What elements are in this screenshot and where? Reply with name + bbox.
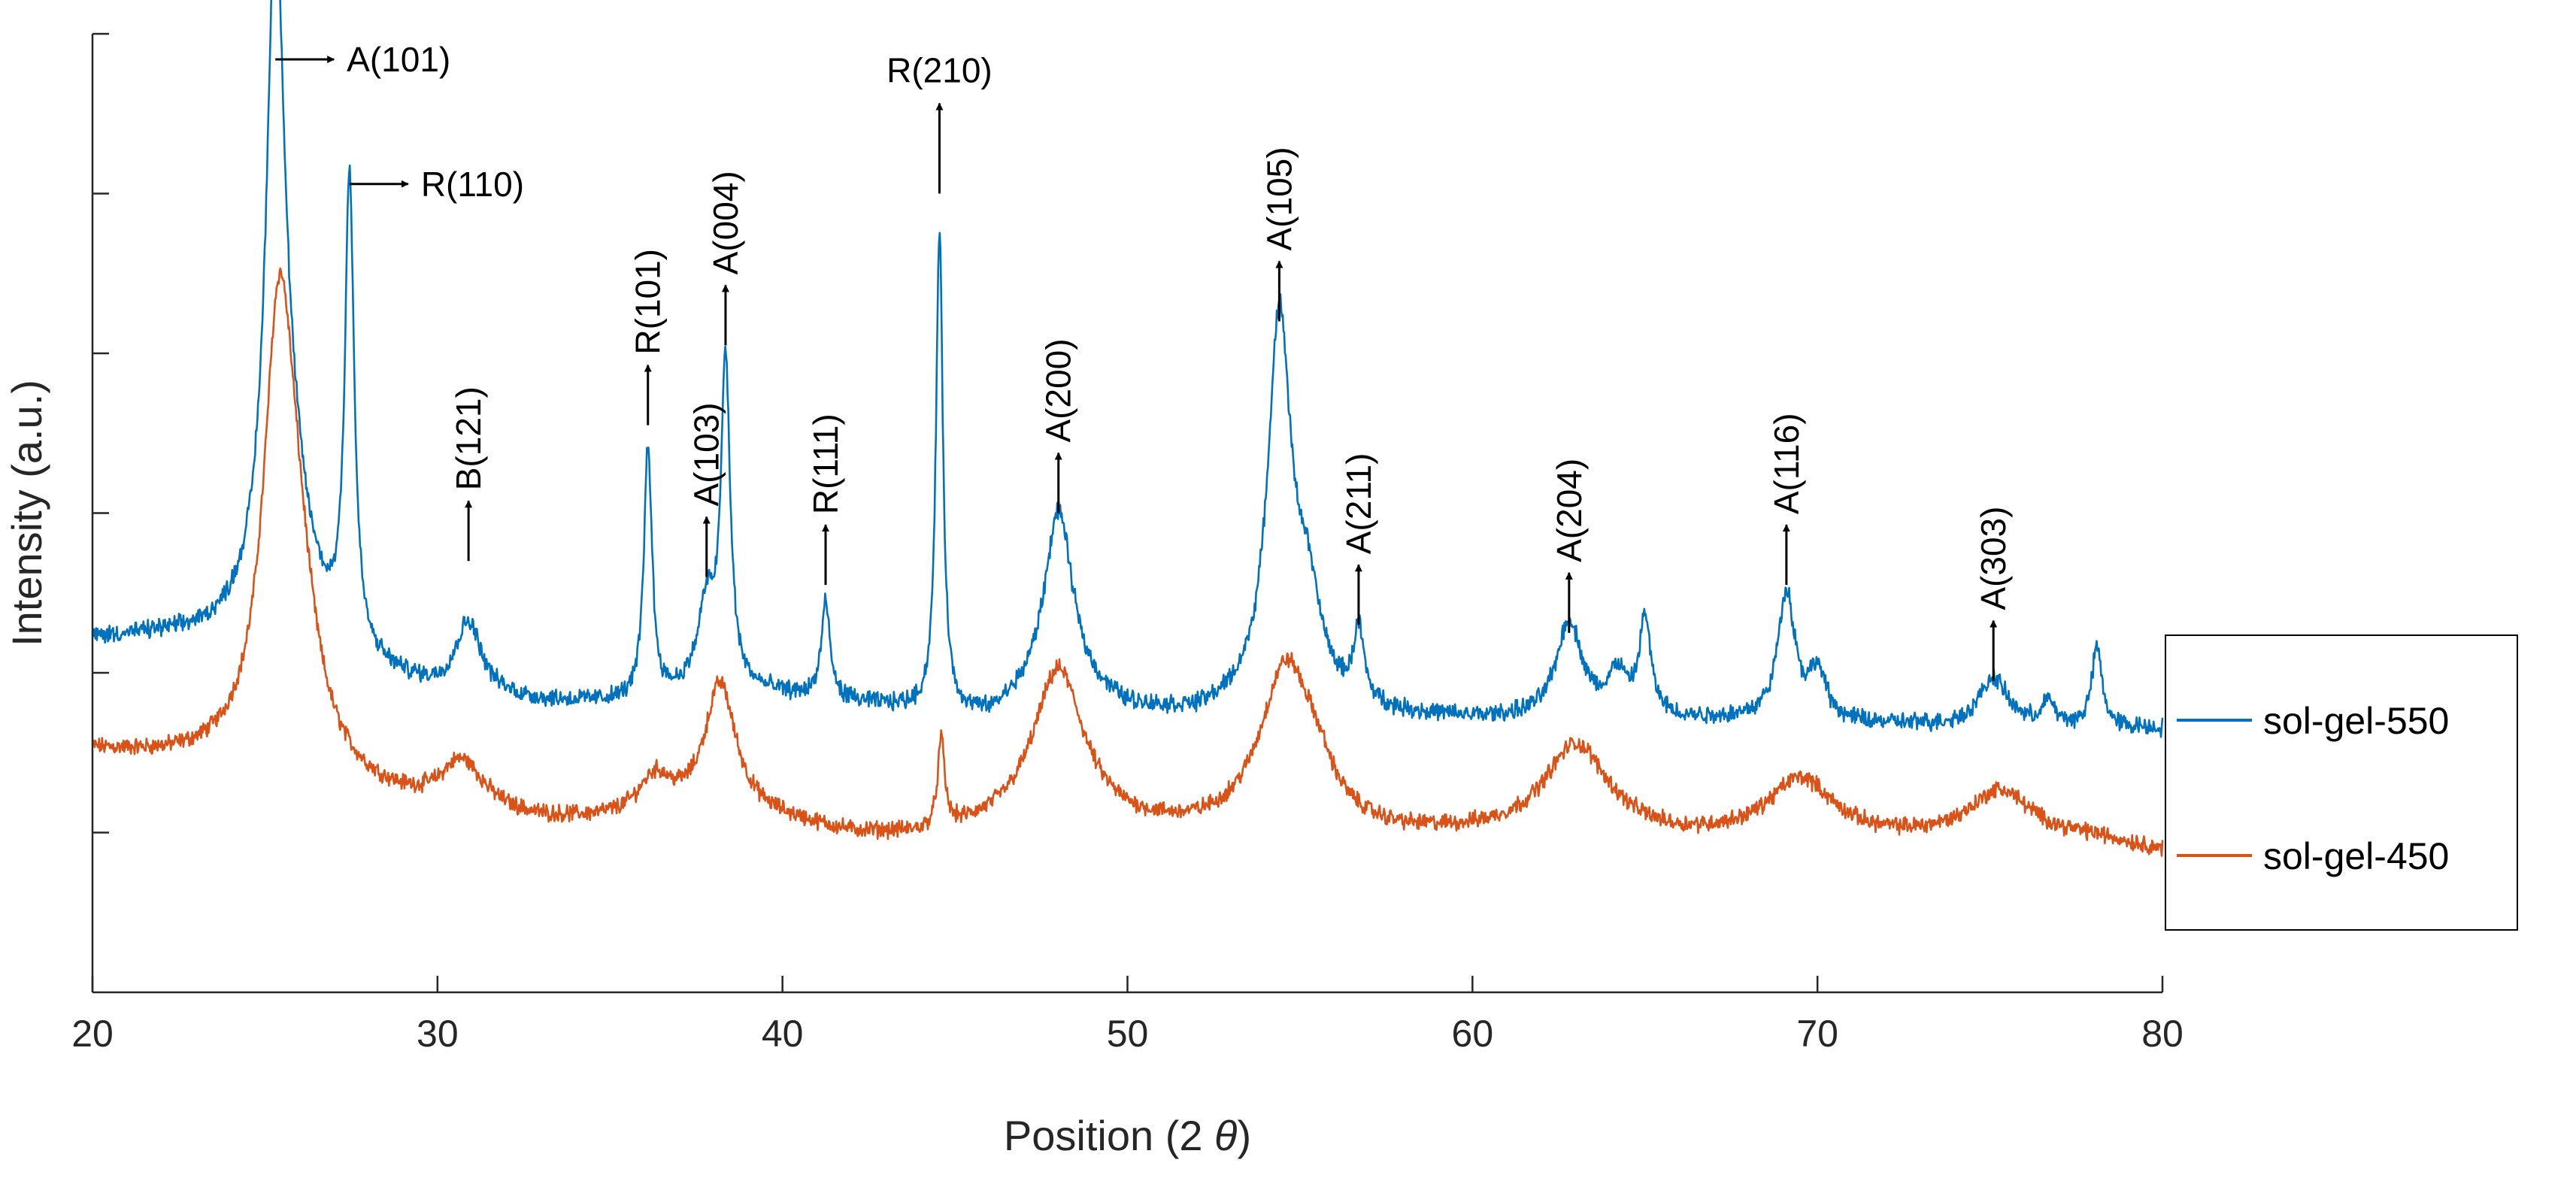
- annotation-label: A(105): [1259, 147, 1299, 250]
- legend-label-sol-gel-450: sol-gel-450: [2263, 835, 2449, 877]
- peak-annotation-a-303: A(303): [1974, 507, 2013, 681]
- annotation-label: A(303): [1974, 507, 2013, 610]
- axes: [91, 34, 2162, 994]
- legend-box: [2165, 634, 2518, 931]
- y-axis-title: Intensity (a.u.): [3, 380, 50, 647]
- annotation-label: R(110): [421, 165, 524, 204]
- series-line-sol-gel-450: [91, 267, 2164, 857]
- x-tick-label-50: 50: [1107, 1013, 1149, 1055]
- annotation-label: R(111): [806, 413, 845, 514]
- legend: sol-gel-550 sol-gel-450: [2165, 634, 2518, 931]
- annotation-label: R(210): [886, 51, 993, 90]
- series-line-sol-gel-550: [91, 0, 2164, 738]
- peak-annotation-r-110: R(110): [349, 165, 524, 204]
- x-tick-label-60: 60: [1452, 1013, 1494, 1055]
- peak-annotation-a-105: A(105): [1259, 147, 1299, 322]
- plot-series: [91, 0, 2164, 857]
- peak-annotation-a-116: A(116): [1767, 413, 1806, 586]
- y-axis-ticks: [92, 32, 109, 834]
- x-tick-label-70: 70: [1796, 1013, 1838, 1055]
- peak-annotation-r-111: R(111): [806, 413, 845, 586]
- peak-annotation-a-103: A(103): [687, 402, 726, 577]
- x-tick-label-20: 20: [71, 1013, 114, 1055]
- annotation-label: A(200): [1039, 338, 1078, 442]
- peak-annotations: A(101) R(110) B(121) R(101) A(103) A(004) R(11…: [275, 40, 2013, 681]
- x-axis-title: Position (2 θ): [1004, 1112, 1251, 1159]
- peak-annotation-r-210: R(210): [886, 51, 993, 194]
- x-tick-label-80: 80: [2141, 1013, 2184, 1055]
- annotation-label: B(121): [449, 386, 488, 490]
- legend-label-sol-gel-550: sol-gel-550: [2263, 700, 2449, 742]
- annotation-label: A(116): [1767, 413, 1806, 514]
- peak-annotation-b-121: B(121): [449, 386, 488, 562]
- annotation-label: R(101): [629, 249, 668, 355]
- peak-annotation-a-211: A(211): [1339, 453, 1378, 625]
- peak-annotation-a-101: A(101): [275, 40, 450, 79]
- x-axis-ticks: 20 30 40 50 60 70 80: [71, 976, 2184, 1055]
- annotation-label: A(211): [1339, 453, 1378, 555]
- peak-annotation-a-004: A(004): [706, 171, 745, 346]
- annotation-label: A(204): [1550, 459, 1589, 562]
- annotation-label: A(004): [706, 171, 745, 274]
- x-tick-label-40: 40: [762, 1013, 804, 1055]
- peak-annotation-r-101: R(101): [629, 249, 668, 425]
- x-tick-label-30: 30: [417, 1013, 459, 1055]
- annotation-label: A(103): [687, 402, 726, 506]
- annotation-label: A(101): [347, 40, 450, 79]
- peak-annotation-a-204: A(204): [1550, 459, 1589, 633]
- peak-annotation-a-200: A(200): [1039, 338, 1078, 513]
